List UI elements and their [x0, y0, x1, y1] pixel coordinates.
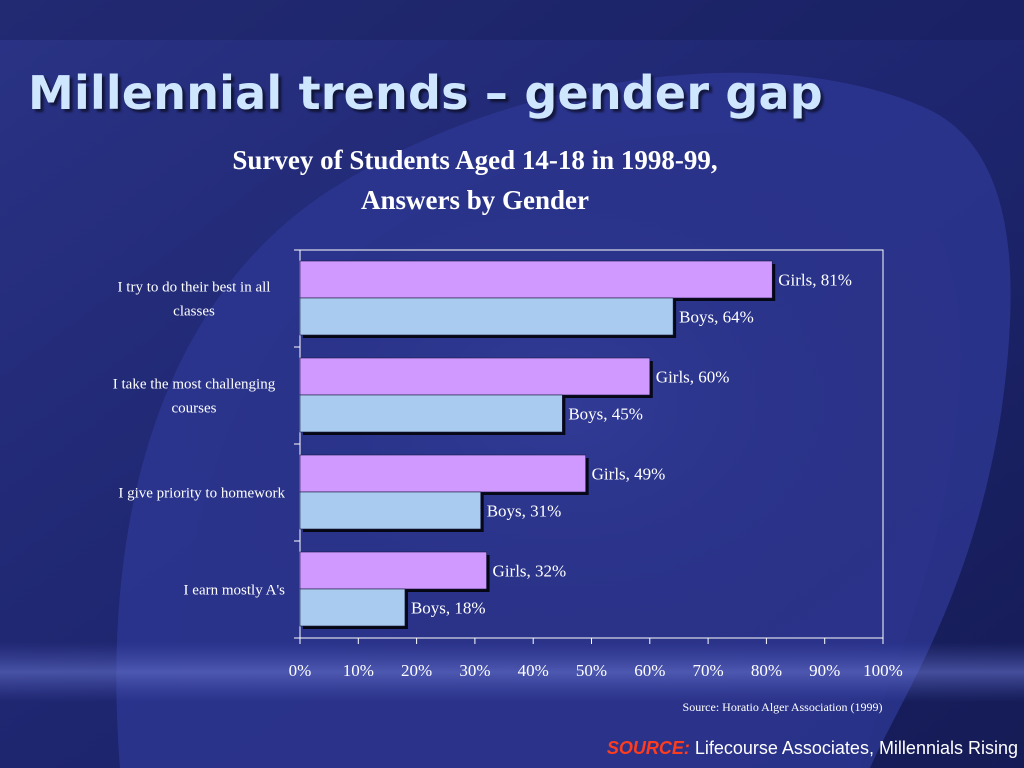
data-label-boys: Boys, 64% — [679, 308, 754, 327]
data-label-girls: Girls, 49% — [592, 465, 666, 484]
bar-boys — [299, 394, 563, 433]
x-tick-label: 70% — [693, 661, 724, 680]
bar-girls — [299, 260, 773, 299]
x-tick-label: 10% — [343, 661, 374, 680]
category-label: I take the most challenging courses — [113, 377, 276, 417]
bar-girls — [299, 357, 651, 396]
bar-girls — [299, 551, 487, 590]
source-text: Lifecourse Associates, Millennials Risin… — [694, 738, 1018, 758]
x-tick-label: 40% — [518, 661, 549, 680]
data-label-boys: Boys, 31% — [487, 502, 562, 521]
x-tick-label: 0% — [289, 661, 312, 680]
data-label-girls: Girls, 81% — [778, 271, 852, 290]
chart-source-note: Source: Horatio Alger Association (1999) — [682, 700, 883, 714]
slide-source: SOURCE: Lifecourse Associates, Millennia… — [607, 738, 1018, 759]
x-tick-label: 60% — [634, 661, 665, 680]
data-label-girls: Girls, 60% — [656, 368, 730, 387]
x-tick-label: 100% — [863, 661, 903, 680]
bar-girls — [299, 454, 586, 493]
bar-boys — [299, 588, 406, 627]
bar-boys — [299, 297, 674, 336]
category-label: I give priority to homework — [118, 486, 285, 502]
x-tick-label: 90% — [809, 661, 840, 680]
x-tick-label: 30% — [459, 661, 490, 680]
category-label: I try to do their best in all classes — [118, 280, 271, 320]
source-label: SOURCE: — [606, 738, 690, 758]
chart-title-line-1: Survey of Students Aged 14-18 in 1998-99… — [232, 145, 718, 175]
slide-title: Millennial trends – gender gap — [28, 66, 823, 120]
category-label: I earn mostly A's — [184, 583, 286, 599]
chart-title-line-2: Answers by Gender — [361, 185, 589, 215]
x-tick-label: 80% — [751, 661, 782, 680]
x-tick-label: 50% — [576, 661, 607, 680]
bar-boys — [299, 491, 482, 530]
data-label-boys: Boys, 45% — [568, 405, 643, 424]
data-label-boys: Boys, 18% — [411, 599, 486, 618]
x-tick-label: 20% — [401, 661, 432, 680]
data-label-girls: Girls, 32% — [493, 562, 567, 581]
